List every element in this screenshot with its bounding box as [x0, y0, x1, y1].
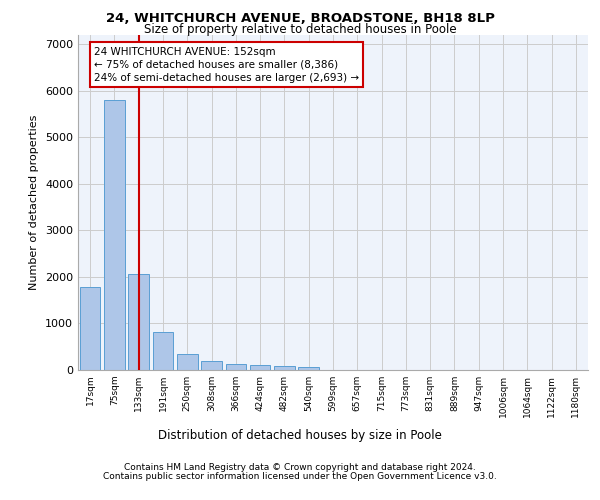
Text: Distribution of detached houses by size in Poole: Distribution of detached houses by size …	[158, 430, 442, 442]
Text: Contains public sector information licensed under the Open Government Licence v3: Contains public sector information licen…	[103, 472, 497, 481]
Bar	[177, 354, 197, 370]
Bar	[226, 364, 246, 370]
Bar	[274, 366, 295, 370]
Y-axis label: Number of detached properties: Number of detached properties	[29, 115, 40, 290]
Text: 24, WHITCHURCH AVENUE, BROADSTONE, BH18 8LP: 24, WHITCHURCH AVENUE, BROADSTONE, BH18 …	[106, 12, 494, 26]
Bar	[201, 362, 222, 370]
Bar	[152, 332, 173, 370]
Bar	[298, 367, 319, 370]
Bar	[104, 100, 125, 370]
Bar	[128, 274, 149, 370]
Bar	[250, 364, 271, 370]
Text: 24 WHITCHURCH AVENUE: 152sqm
← 75% of detached houses are smaller (8,386)
24% of: 24 WHITCHURCH AVENUE: 152sqm ← 75% of de…	[94, 46, 359, 83]
Bar	[80, 287, 100, 370]
Text: Contains HM Land Registry data © Crown copyright and database right 2024.: Contains HM Land Registry data © Crown c…	[124, 464, 476, 472]
Text: Size of property relative to detached houses in Poole: Size of property relative to detached ho…	[143, 22, 457, 36]
